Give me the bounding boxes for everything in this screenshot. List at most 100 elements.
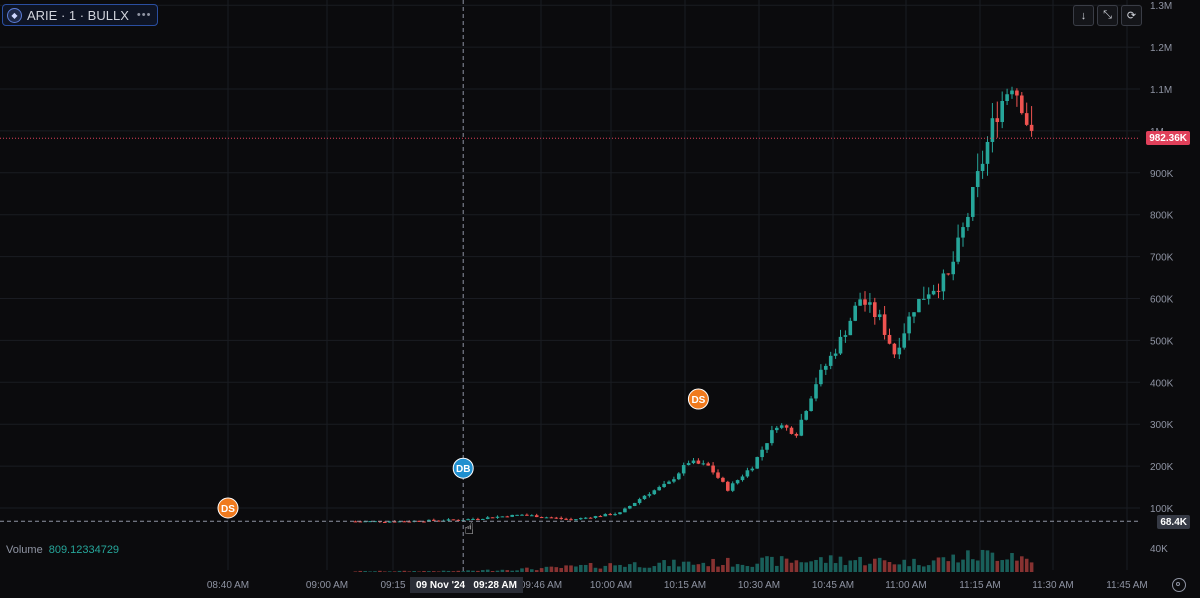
candle-body bbox=[383, 521, 387, 523]
candle-body bbox=[520, 514, 524, 516]
time-axis-label: 10:00 AM bbox=[590, 580, 632, 591]
volume-bar bbox=[495, 570, 500, 572]
candle-body bbox=[686, 463, 691, 466]
candle-body bbox=[525, 514, 529, 516]
candle-body bbox=[353, 521, 358, 523]
volume-bar bbox=[402, 570, 407, 572]
candle-body bbox=[1029, 124, 1034, 131]
candle-body bbox=[559, 517, 563, 519]
volume-bar bbox=[980, 549, 985, 572]
volume-bar bbox=[628, 564, 632, 572]
volume-bar bbox=[534, 570, 539, 572]
candle-body bbox=[750, 468, 755, 471]
volume-bar bbox=[971, 559, 975, 572]
symbol-selector[interactable]: ◆ ARIE · 1 · BULLX ••• bbox=[2, 4, 159, 26]
volume-bar bbox=[966, 550, 970, 572]
volume-bar bbox=[603, 565, 608, 572]
candle-body bbox=[1000, 101, 1004, 123]
volume-bar bbox=[922, 566, 926, 572]
candle-body bbox=[838, 336, 843, 354]
candle-body bbox=[799, 419, 804, 436]
volume-bar bbox=[730, 566, 735, 572]
volume-bar bbox=[863, 565, 867, 572]
volume-bar bbox=[985, 550, 990, 572]
volume-bar bbox=[422, 570, 426, 572]
more-options-icon[interactable]: ••• bbox=[136, 9, 152, 21]
volume-bar bbox=[961, 559, 965, 572]
candle-body bbox=[882, 314, 887, 335]
volume-bar bbox=[809, 561, 813, 572]
volume-bar bbox=[583, 564, 588, 572]
volume-bar bbox=[368, 571, 372, 572]
volume-bar bbox=[784, 558, 789, 572]
volume-bar bbox=[539, 568, 544, 572]
volume-bar bbox=[652, 566, 657, 572]
price-axis-label: 800K bbox=[1150, 211, 1174, 222]
volume-bar bbox=[892, 564, 897, 572]
candle-body bbox=[1024, 113, 1029, 125]
volume-bar bbox=[926, 565, 931, 572]
trade-marker-label: DS bbox=[221, 504, 235, 515]
candle-body bbox=[784, 425, 789, 428]
candle-body bbox=[730, 483, 735, 491]
volume-bar bbox=[574, 566, 578, 572]
volume-bar bbox=[941, 557, 946, 572]
candle-body bbox=[1010, 90, 1014, 95]
candle-body bbox=[667, 481, 671, 484]
volume-bar bbox=[485, 569, 490, 572]
volume-bar bbox=[515, 570, 519, 572]
volume-bar bbox=[1000, 560, 1004, 572]
candles bbox=[353, 86, 1034, 524]
volume-bar bbox=[579, 564, 583, 572]
candle-body bbox=[877, 314, 882, 318]
candle-body bbox=[603, 514, 608, 517]
volume-bar bbox=[417, 571, 421, 572]
candle-body bbox=[632, 502, 637, 507]
volume-bar bbox=[466, 570, 470, 572]
candle-body bbox=[569, 519, 573, 521]
candle-body bbox=[544, 517, 549, 519]
price-axis-label: 700K bbox=[1150, 253, 1174, 264]
volume-bar bbox=[696, 564, 701, 572]
volume-bar bbox=[667, 566, 671, 572]
volume-bar bbox=[632, 562, 637, 572]
trade-markers: DS DB DS ☝ bbox=[217, 388, 709, 538]
volume-bar bbox=[554, 567, 559, 572]
time-axis-label: 11:30 AM bbox=[1032, 580, 1074, 591]
candle-body bbox=[760, 449, 764, 458]
volume-bar bbox=[510, 570, 514, 572]
volume-bar bbox=[907, 566, 911, 572]
volume-bar bbox=[975, 560, 980, 572]
time-axis-label: 10:15 AM bbox=[664, 580, 706, 591]
volume-bar bbox=[775, 565, 779, 572]
candle-body bbox=[432, 519, 436, 521]
volume-bar bbox=[765, 556, 769, 572]
candle-body bbox=[427, 519, 431, 522]
reset-chart-icon[interactable]: ⟳ bbox=[1121, 5, 1142, 26]
volume-bar bbox=[681, 561, 686, 572]
candle-body bbox=[951, 261, 955, 275]
volume-bar bbox=[446, 570, 451, 572]
fullscreen-icon[interactable]: ⤡ bbox=[1097, 5, 1118, 26]
volume-bar bbox=[1029, 562, 1034, 572]
candle-body bbox=[814, 384, 818, 399]
candle-body bbox=[392, 521, 397, 523]
volume-bar bbox=[828, 555, 833, 572]
settings-icon[interactable] bbox=[1172, 578, 1186, 592]
volume-value: 809.12334729 bbox=[48, 544, 120, 556]
candle-body bbox=[495, 516, 500, 518]
volume-bar bbox=[877, 557, 882, 572]
candle-body bbox=[892, 343, 897, 355]
candle-body bbox=[745, 470, 750, 477]
candle-body bbox=[985, 141, 990, 164]
time-axis: 08:40 AM 09:00 AM 09:15 09:46 AM 10:00 AM 10:… bbox=[207, 580, 1148, 591]
download-icon[interactable]: ↓ bbox=[1073, 5, 1094, 26]
volume-bar bbox=[990, 552, 995, 572]
volume-bar bbox=[647, 567, 652, 572]
candle-body bbox=[583, 517, 588, 519]
candle-body bbox=[490, 517, 495, 519]
volume-bar bbox=[500, 569, 505, 572]
candle-body bbox=[1020, 95, 1024, 114]
volume-bar bbox=[373, 571, 377, 572]
